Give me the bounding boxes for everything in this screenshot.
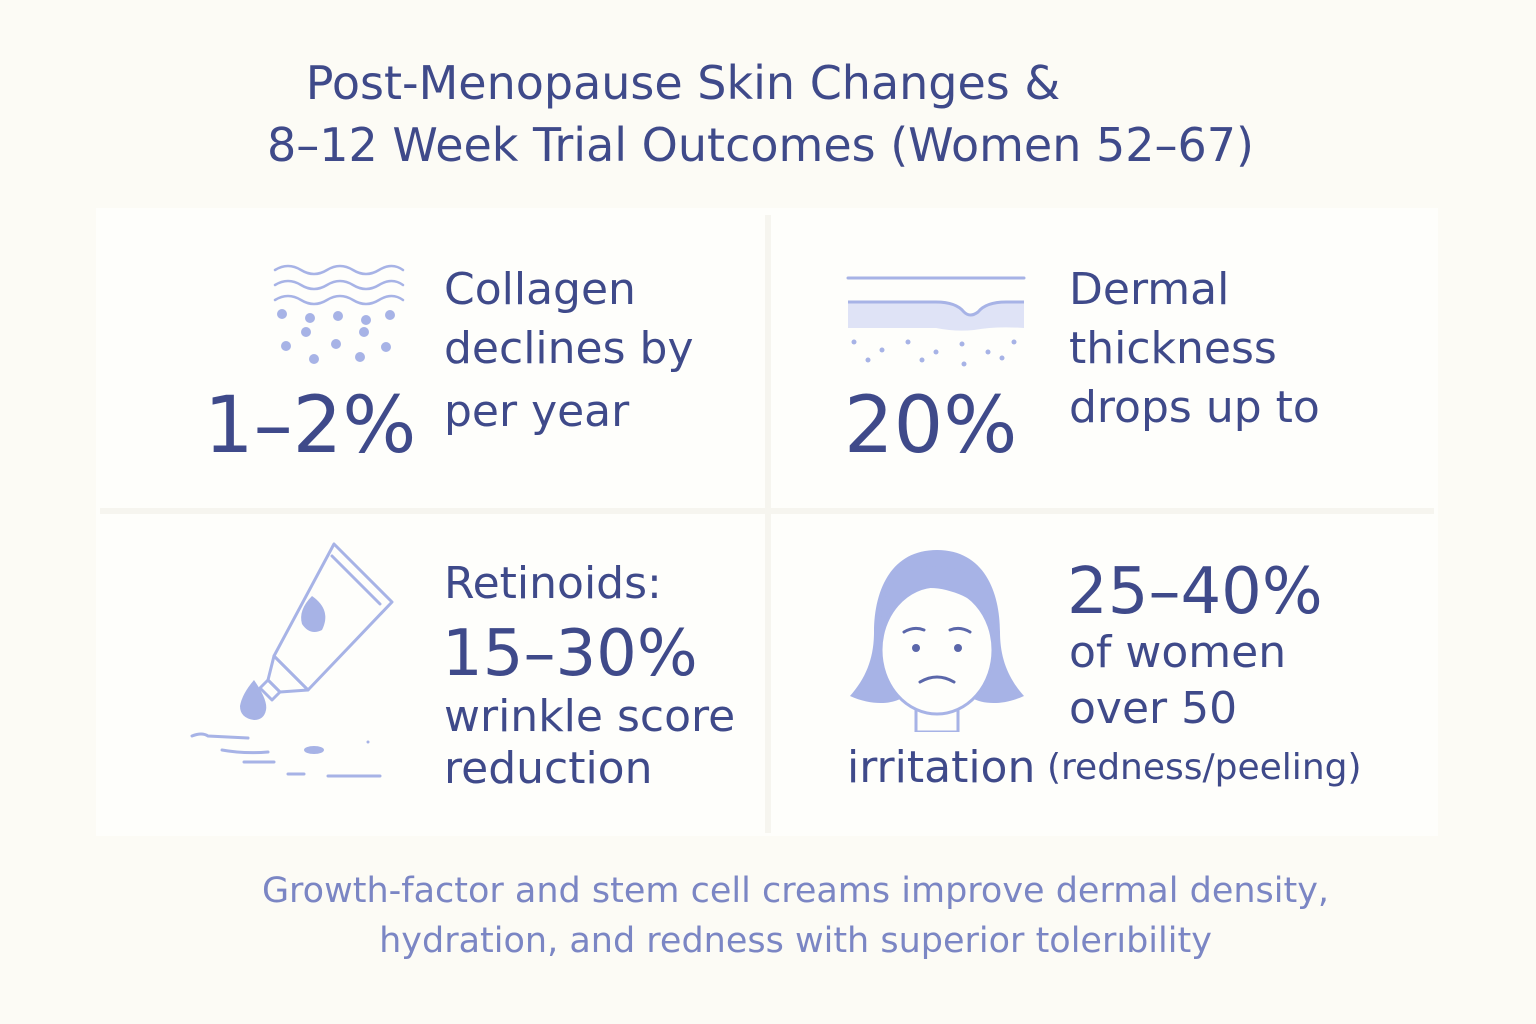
- collagen-line-2: declines by: [444, 323, 694, 374]
- collagen-line-1: Collagen: [444, 264, 636, 315]
- page-title: Post-Menopause Skin Changes & 8–12 Week …: [0, 52, 1536, 176]
- skin-waves-icon: [273, 264, 405, 364]
- irritation-value: 25–40%: [1067, 555, 1323, 629]
- title-line-2: 8–12 Week Trial Outcomes (Women 52–67): [266, 118, 1254, 172]
- irritation-detail: (redness/peeling): [1047, 747, 1362, 788]
- irritation-line-2: over 50: [1069, 683, 1238, 734]
- footer-note: Growth-factor and stem cell creams impro…: [0, 866, 1536, 966]
- woman-face-icon: [850, 550, 1024, 732]
- skin-layer-icon: [846, 276, 1026, 367]
- retinoids-line-1: Retinoids:: [444, 558, 662, 609]
- retinoids-line-2: wrinkle score: [444, 691, 736, 742]
- vertical-divider: [765, 215, 771, 833]
- irritation-line-1: of women: [1069, 627, 1287, 678]
- collagen-line-3: per year: [444, 386, 630, 437]
- dermal-value: 20%: [844, 381, 1018, 471]
- horizontal-divider: [100, 508, 1434, 514]
- footer-line-1: Growth-factor and stem cell creams impro…: [261, 871, 1330, 911]
- footer-line-2: hydration, and redness with superior tol…: [379, 921, 1212, 961]
- dermal-line-1: Dermal: [1069, 264, 1230, 315]
- dermal-line-3: drops up to: [1069, 382, 1320, 433]
- retinoids-value: 15–30%: [442, 617, 698, 691]
- collagen-value: 1–2%: [204, 381, 417, 471]
- dermal-line-2: thickness: [1069, 323, 1277, 374]
- irritation-label: irritation: [847, 742, 1036, 793]
- cream-tube-icon: [190, 542, 394, 778]
- title-line-1: Post-Menopause Skin Changes &: [305, 56, 1061, 110]
- retinoids-line-3: reduction: [444, 743, 653, 794]
